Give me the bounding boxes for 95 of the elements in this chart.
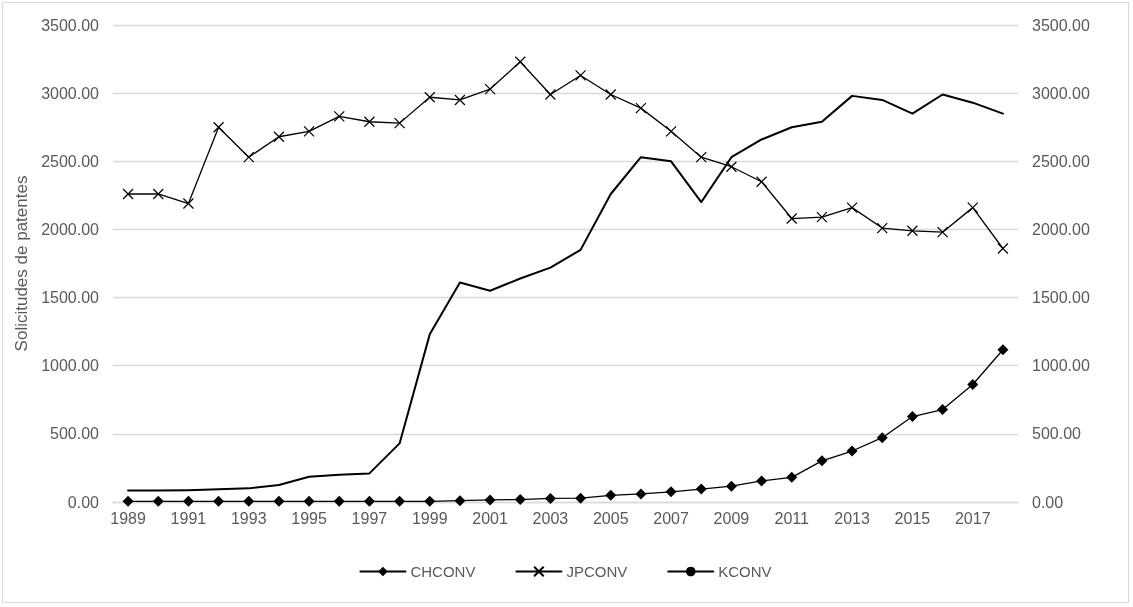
x-tick-label: 1991 <box>170 509 207 527</box>
point <box>394 495 406 507</box>
y-tick-label: 1500.00 <box>41 289 100 307</box>
point <box>424 91 436 103</box>
point <box>665 486 677 498</box>
point <box>605 88 617 101</box>
y2-tick-label: 500.00 <box>1032 425 1082 443</box>
x-tick-label: 1999 <box>411 509 448 527</box>
point <box>695 483 707 495</box>
y-tick-label: 2500.00 <box>41 152 100 170</box>
x-tick-label: 1995 <box>291 509 327 527</box>
point <box>514 56 526 68</box>
point <box>876 222 888 234</box>
y-tick-label: 3000.00 <box>41 84 100 102</box>
point <box>605 489 617 501</box>
point <box>725 161 738 173</box>
legend-label: CHCONV <box>410 563 476 580</box>
x-tick-label: 2011 <box>774 509 810 527</box>
point <box>695 151 707 163</box>
y2-tick-label: 3000.00 <box>1032 84 1090 102</box>
point <box>967 202 979 214</box>
y2-tick-label: 2500.00 <box>1032 152 1090 170</box>
x-tick-label: 2015 <box>894 509 931 527</box>
point <box>574 69 587 82</box>
y-tick-label: 0.00 <box>67 493 100 511</box>
point <box>997 344 1009 356</box>
point <box>635 102 647 114</box>
legend-label: KCONV <box>718 563 772 580</box>
point <box>665 125 677 137</box>
point <box>906 411 918 423</box>
point <box>575 492 587 504</box>
point <box>786 212 798 225</box>
point <box>514 494 526 506</box>
point <box>182 495 194 507</box>
point <box>846 445 858 457</box>
x-tick-label: 2007 <box>653 509 689 527</box>
point <box>816 455 828 467</box>
y2-tick-label: 2000.00 <box>1032 220 1090 238</box>
point <box>122 495 134 507</box>
point <box>122 188 134 200</box>
x-tick-label: 1993 <box>230 509 267 527</box>
point <box>936 226 949 238</box>
y2-tick-label: 1500.00 <box>1032 289 1090 307</box>
point <box>273 131 285 143</box>
x-tick-label: 2017 <box>954 509 991 527</box>
x-tick-label: 2001 <box>472 509 508 527</box>
point <box>243 495 255 507</box>
point <box>816 211 828 223</box>
y-tick-label: 3500.00 <box>41 16 100 34</box>
point <box>152 188 164 200</box>
point <box>876 432 888 444</box>
point <box>273 495 285 507</box>
y-tick-label: 500.00 <box>50 425 100 443</box>
point <box>454 495 466 507</box>
x-tick-label: 2013 <box>834 509 870 527</box>
point <box>937 404 949 416</box>
point <box>363 116 376 128</box>
y2-tick-label: 1000.00 <box>1032 357 1090 375</box>
legend-label: JPCONV <box>566 563 628 580</box>
point <box>303 495 315 507</box>
point <box>967 379 979 391</box>
point <box>333 110 345 122</box>
y-tick-label: 1000.00 <box>41 357 100 375</box>
y-tick-label: 2000.00 <box>41 220 100 238</box>
point <box>484 494 496 506</box>
x-tick-label: 1997 <box>351 509 388 527</box>
point <box>756 475 768 487</box>
x-tick-label: 2003 <box>532 509 569 527</box>
x-tick-label: 1989 <box>110 509 146 527</box>
point <box>725 480 737 492</box>
point <box>454 94 466 106</box>
x-tick-label: 2009 <box>713 509 750 527</box>
point <box>243 151 255 163</box>
point <box>484 83 496 95</box>
y2-tick-label: 3500.00 <box>1032 16 1090 34</box>
point <box>544 88 557 101</box>
point <box>906 225 919 237</box>
point <box>846 202 858 214</box>
point <box>333 495 345 507</box>
point <box>152 495 164 507</box>
point <box>786 471 798 483</box>
x-tick-label: 2005 <box>592 509 629 527</box>
point <box>303 125 315 137</box>
point <box>424 495 436 507</box>
point <box>755 176 768 188</box>
point <box>997 242 1009 255</box>
point <box>363 495 375 507</box>
point <box>635 488 647 500</box>
point <box>213 495 225 507</box>
point <box>544 492 556 504</box>
y-axis-title: Solicitudes de patentes <box>12 175 32 352</box>
y2-tick-label: 0.00 <box>1032 493 1064 511</box>
point <box>212 121 225 133</box>
point <box>182 197 195 210</box>
point <box>393 117 406 129</box>
